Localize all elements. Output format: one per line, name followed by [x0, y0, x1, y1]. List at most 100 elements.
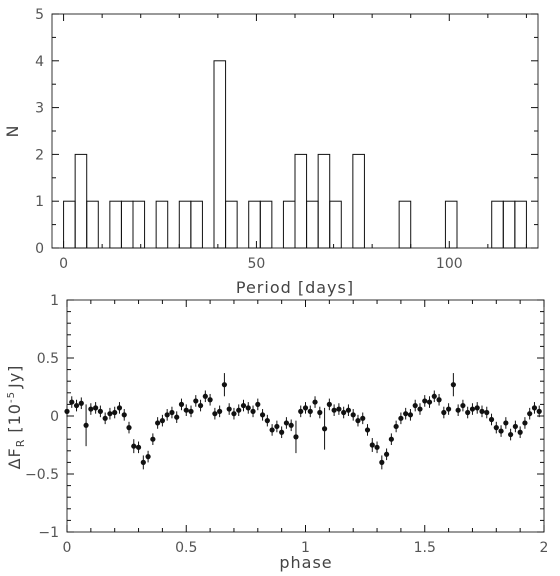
histogram-bar	[259, 200, 273, 249]
data-point	[145, 454, 151, 460]
phase-plot-panel: −1 −0.5 0 0.5 1 0 0.5 1 1.5 2 phase ΔFR [10-5 Jy]	[5, 293, 548, 572]
histogram-y-axis-label: N	[3, 125, 22, 138]
histogram-bar	[225, 200, 238, 249]
data-point	[369, 442, 375, 448]
histogram-bar	[294, 153, 308, 249]
data-point	[107, 411, 113, 417]
data-point	[307, 408, 313, 414]
data-point	[383, 451, 390, 457]
data-point	[498, 428, 504, 434]
phase-plot-x-tick-label: 0	[63, 540, 72, 556]
data-point	[73, 402, 80, 409]
data-point	[441, 409, 447, 416]
histogram-bar	[444, 200, 458, 249]
data-point	[531, 405, 538, 411]
data-point	[517, 429, 523, 435]
data-point	[221, 382, 228, 388]
data-point	[174, 414, 180, 420]
data-point	[426, 399, 433, 405]
data-point	[212, 411, 218, 417]
phase-plot-x-axis-label: phase	[279, 553, 332, 572]
data-point	[360, 415, 366, 421]
histogram-bar	[352, 153, 365, 249]
data-point	[460, 402, 466, 409]
histogram-y-tick-label: 5	[35, 7, 44, 23]
data-point	[374, 444, 380, 450]
phase-plot-x-tick-label: 2	[540, 540, 549, 556]
data-point	[412, 402, 418, 409]
data-point	[197, 402, 204, 409]
data-point	[407, 412, 414, 418]
phase-plot-y-tick-label: −0.5	[25, 467, 59, 483]
data-point	[431, 393, 437, 399]
phase-plot-x-tick-label: 0.5	[175, 540, 197, 556]
data-point	[164, 412, 170, 418]
y-label-unit: [10	[5, 403, 24, 433]
data-point	[455, 407, 461, 413]
data-point	[112, 409, 118, 416]
histogram-x-tick-label: 100	[436, 256, 463, 272]
histogram-bar	[398, 200, 412, 249]
data-point	[264, 418, 270, 424]
data-point	[293, 434, 299, 440]
histogram-bar	[109, 200, 122, 249]
data-point	[403, 411, 409, 417]
phase-plot-ticks: −1 −0.5 0 0.5 1 0 0.5 1 1.5 2	[25, 293, 548, 556]
data-point	[269, 427, 275, 433]
histogram-bar	[248, 200, 261, 249]
phase-plot-x-tick-label: 1.5	[414, 540, 436, 556]
histogram-bar	[63, 200, 76, 249]
histogram-y-tick-label: 1	[35, 194, 44, 210]
data-point	[202, 393, 208, 399]
data-point	[126, 425, 132, 431]
y-label-unit-end: Jy]	[5, 365, 24, 389]
data-point	[302, 405, 309, 411]
data-point	[503, 420, 509, 426]
phase-plot-y-tick-label: 1	[50, 293, 59, 309]
data-point	[350, 412, 356, 418]
data-point	[479, 408, 485, 414]
data-point	[64, 408, 70, 414]
histogram-bar	[282, 200, 296, 249]
data-point	[345, 407, 352, 413]
data-point	[131, 443, 137, 449]
histogram-y-tick-label: 0	[35, 241, 44, 257]
histogram-bar	[178, 200, 192, 249]
data-point	[240, 402, 247, 409]
data-point	[140, 459, 146, 465]
data-point	[398, 415, 404, 421]
histogram-bar	[190, 200, 203, 249]
y-label-delta-f: ΔF	[5, 447, 24, 469]
data-point	[488, 416, 495, 423]
histogram-y-tick-label: 4	[35, 54, 44, 70]
data-point	[288, 422, 294, 428]
histogram-bar	[491, 200, 504, 249]
histogram-bar	[132, 200, 146, 249]
phase-plot-points	[64, 373, 542, 470]
data-point	[226, 406, 232, 412]
data-point	[279, 429, 285, 435]
data-point	[159, 418, 165, 424]
histogram-y-tick-label: 2	[35, 147, 44, 163]
histogram-bar	[317, 153, 331, 249]
data-point	[135, 444, 142, 450]
data-point	[474, 405, 480, 411]
data-point	[512, 423, 518, 430]
data-point	[417, 406, 423, 412]
data-point	[283, 420, 290, 426]
histogram-x-tick-label: 0	[59, 256, 68, 272]
data-point	[236, 407, 242, 413]
histogram-bar	[86, 200, 99, 249]
data-point	[379, 459, 385, 465]
data-point	[193, 398, 199, 404]
phase-plot-y-tick-label: 0.5	[37, 351, 59, 367]
phase-plot-x-tick-label: 1	[301, 540, 310, 556]
data-point	[331, 407, 337, 413]
data-point	[336, 406, 342, 412]
data-point	[436, 397, 442, 403]
data-point	[155, 420, 161, 426]
y-label-exponent: -5	[6, 391, 17, 403]
